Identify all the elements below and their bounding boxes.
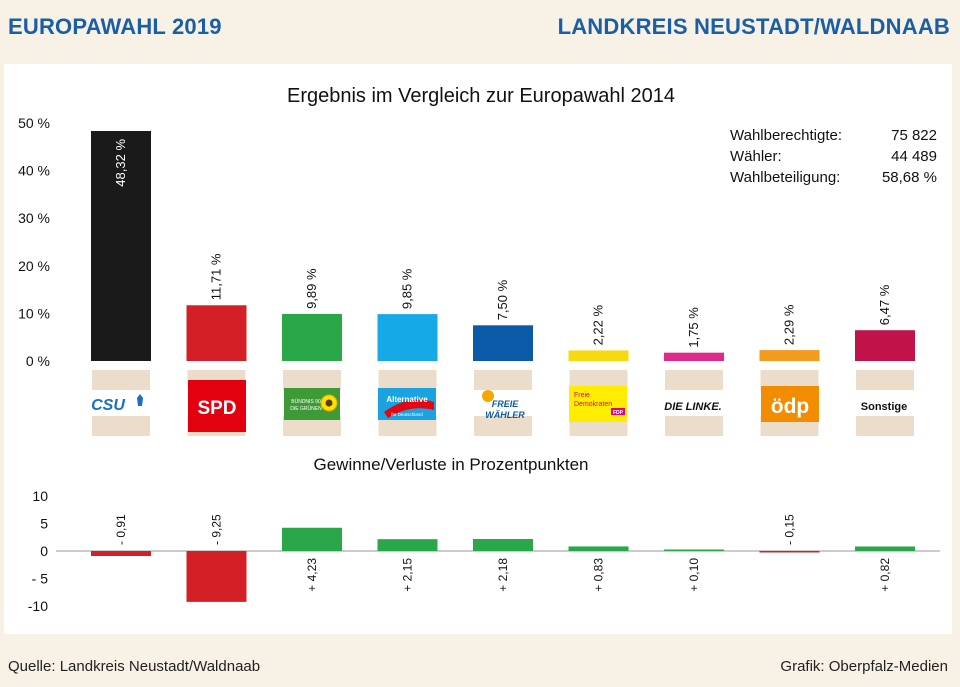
change-value-label: + 0,83 <box>592 558 606 592</box>
oedp-logo: ödp <box>761 386 819 422</box>
results-value-label: 6,47 % <box>877 284 892 325</box>
afd-arrow-icon <box>384 399 434 418</box>
csu-logo: CSU <box>91 394 143 414</box>
freie-waehler-logo: FREIE WÄHLER <box>482 390 525 420</box>
voters-value: 44 489 <box>891 148 937 165</box>
afd-logo: Alternative für Deutschland <box>378 388 436 420</box>
fw-logo-text-2: WÄHLER <box>485 410 525 420</box>
results-value-label: 2,29 % <box>782 304 797 345</box>
change-bar <box>377 539 438 551</box>
results-value-label: 1,75 % <box>686 307 701 348</box>
change-y-tick: 0 <box>40 543 48 559</box>
header-right-title: LANDKREIS NEUSTADT/WALDNAAB <box>557 14 950 39</box>
results-bar <box>759 350 820 361</box>
fdp-logo-text-1: Freie <box>574 392 590 399</box>
linke-logo-text: DIE LINKE. <box>664 401 721 413</box>
change-value-label: - 9,25 <box>210 514 224 545</box>
afd-logo-text-1: Alternative <box>386 395 428 404</box>
gruene-logo-text-1: BÜNDNIS 90 <box>291 398 321 405</box>
results-chart-title: Ergebnis im Vergleich zur Europawahl 201… <box>287 85 675 107</box>
results-value-label: 9,85 % <box>400 268 415 309</box>
results-bars: 48,32 % 11,71 % 9,89 % 9,85 % 7,50 % 2,22 % 1,… <box>91 130 915 361</box>
results-y-tick: 40 % <box>18 163 50 179</box>
change-bar <box>282 527 342 551</box>
change-bar <box>759 551 820 553</box>
spd-logo-text: SPD <box>197 398 236 419</box>
fdp-logo-text-2: Demokraten <box>574 401 612 408</box>
eligible-label: Wahlberechtigte: <box>730 127 842 144</box>
change-y-tick: 10 <box>32 488 48 504</box>
results-bar <box>91 130 151 361</box>
change-value-label: + 0,10 <box>687 558 701 592</box>
change-bar <box>91 551 151 557</box>
stats-box: Wahlberechtigte: 75 822 Wähler: 44 489 W… <box>730 127 937 186</box>
csu-logo-text: CSU <box>91 397 125 414</box>
sun-icon <box>482 390 494 402</box>
header-left-title: EUROPAWAHL 2019 <box>8 14 222 39</box>
change-bar <box>568 546 629 551</box>
chart-panel: Ergebnis im Vergleich zur Europawahl 201… <box>4 64 952 634</box>
results-value-label: 9,89 % <box>304 268 319 309</box>
change-bar <box>855 546 915 551</box>
results-y-tick: 50 % <box>18 115 50 131</box>
results-value-label: 7,50 % <box>495 279 510 320</box>
oedp-logo-text: ödp <box>771 395 809 418</box>
results-y-tick: 20 % <box>18 258 50 274</box>
change-value-label: + 0,82 <box>878 558 892 592</box>
turnout-value: 58,68 % <box>882 169 937 186</box>
spd-logo: SPD <box>188 380 246 432</box>
gruene-logo: BÜNDNIS 90 DIE GRÜNEN <box>284 388 340 420</box>
results-value-label: 11,71 % <box>209 253 224 300</box>
election-chart: Ergebnis im Vergleich zur Europawahl 201… <box>18 85 940 614</box>
csu-lion-icon <box>137 394 143 406</box>
results-y-axis: 50 % 40 % 30 % 20 % 10 % 0 % <box>18 115 50 369</box>
change-value-label: + 4,23 <box>305 558 319 592</box>
change-y-tick: 5 <box>40 516 48 532</box>
results-value-label: 48,32 % <box>113 139 128 187</box>
change-y-axis: 10 5 0 - 5 -10 <box>28 488 48 614</box>
fdp-logo-text-3: FDP <box>613 410 624 416</box>
results-value-label: 2,22 % <box>591 305 606 346</box>
party-logos: CSU SPD BÜNDNIS 90 DIE GRÜNEN Alternativ… <box>91 380 907 432</box>
results-bar <box>855 330 915 361</box>
results-y-tick: 10 % <box>18 305 50 321</box>
change-value-label: - 0,15 <box>783 514 797 545</box>
credit-note: Grafik: Oberpfalz-Medien <box>780 658 948 675</box>
results-bar <box>186 305 247 361</box>
gruene-logo-text-2: DIE GRÜNEN <box>290 405 322 412</box>
results-bar <box>568 350 629 361</box>
results-bar <box>473 325 533 361</box>
results-y-tick: 30 % <box>18 210 50 226</box>
logo-tile-band <box>665 390 723 416</box>
sonstige-logo: Sonstige <box>861 401 907 413</box>
sonstige-logo-text: Sonstige <box>861 401 907 413</box>
logo-tile-band <box>856 390 914 416</box>
change-bar <box>664 549 724 551</box>
fw-logo-text-1: FREIE <box>492 399 520 409</box>
results-bar <box>282 313 342 361</box>
linke-logo: DIE LINKE. <box>664 401 721 413</box>
change-value-label: + 2,15 <box>401 558 415 592</box>
change-y-tick: - 5 <box>32 571 49 587</box>
change-bars: - 0,91 - 9,25 + 4,23 + 2,15 + 2,18 + 0,83 + 0,… <box>91 514 915 602</box>
change-value-label: - 0,91 <box>114 514 128 545</box>
fdp-logo: Freie Demokraten FDP <box>569 386 627 422</box>
results-bar <box>377 314 438 361</box>
change-bar <box>473 539 533 551</box>
change-value-label: + 2,18 <box>496 558 510 592</box>
results-bar <box>664 352 724 361</box>
voters-label: Wähler: <box>730 148 782 165</box>
results-y-tick: 0 % <box>26 353 50 369</box>
change-bar <box>186 551 247 602</box>
change-y-tick: -10 <box>28 598 48 614</box>
source-note: Quelle: Landkreis Neustadt/Waldnaab <box>8 658 261 675</box>
eligible-value: 75 822 <box>891 127 937 144</box>
afd-logo-text-2: für Deutschland <box>391 412 423 417</box>
change-chart-title: Gewinne/Verluste in Prozentpunkten <box>313 455 588 474</box>
turnout-label: Wahlbeteiligung: <box>730 169 840 186</box>
